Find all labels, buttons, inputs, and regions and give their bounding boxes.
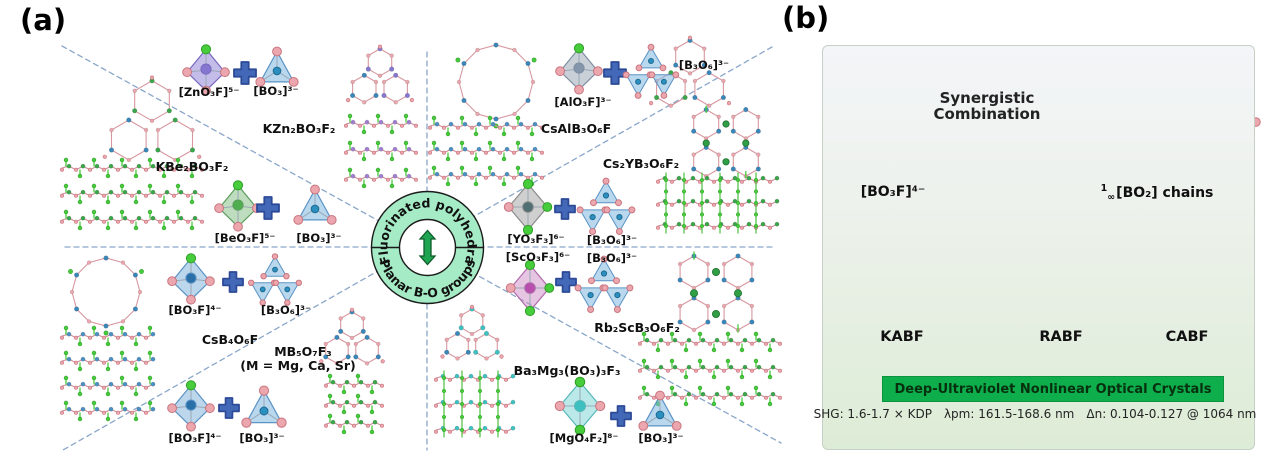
sector-divider-lines (61, 45, 782, 451)
crystal-label-cabf: CABF (1165, 329, 1209, 345)
double-arrow-icon (418, 229, 437, 266)
hub-inner-circle (398, 218, 457, 277)
crystal-structure-csb-ring (68, 255, 144, 336)
compound-kbe: KBe₂BO₃F₂ (155, 159, 229, 174)
compound-rbsc: Rb₂ScB₃O₆F₂ (594, 320, 680, 335)
octahedron-icon-y (503, 178, 553, 236)
compound-kzn: KZn₂BO₃F₂ (262, 121, 336, 136)
plus-icon (222, 271, 244, 293)
compound-bamg: Ba₃Mg₃(BO₃)₃F₃ (513, 363, 621, 378)
duv-banner: Deep-Ultraviolet Nonlinear Optical Cryst… (882, 376, 1224, 402)
crystal-structure-csy-lattice (655, 172, 780, 234)
synergy-title: Synergistic Combination (933, 89, 1041, 123)
hub-top-text: Fluorinated polyhedra (375, 195, 479, 266)
bo2-chain-label: 1∞[BO₂] chains (1100, 183, 1214, 203)
plus-icon (233, 61, 257, 85)
compound-csal: CsAlB₃O₆F (540, 121, 612, 136)
compound-mbo-note: (M = Mg, Ca, Sr) (240, 358, 356, 373)
formula-bo3f-big: [BO₃F]⁴⁻ (860, 184, 926, 200)
compound-csy: Cs₂YB₃O₆F₂ (602, 156, 680, 171)
formula-bo3f-2: [BO₃F]⁴⁻ (168, 303, 222, 317)
crystal-structure-csal-ring (455, 42, 537, 129)
crystal-structure-kzn-ring (346, 44, 415, 105)
panel-a-label: (a) (20, 3, 67, 37)
formula-bo3-1: [BO₃]³⁻ (253, 84, 299, 98)
crystal-label-kabf: KABF (880, 329, 924, 345)
plus-icon (554, 198, 576, 220)
lambda-value: λpm: 161.5-168.6 nm (943, 407, 1075, 421)
formula-b3o6-3: [B₃O₆]³⁻ (586, 251, 638, 265)
compound-csb: CsB₄O₆F (201, 332, 259, 347)
bo3-triangle-icon (293, 184, 337, 225)
formula-sco3f3: [ScO₃F₃]⁶⁻ (505, 250, 571, 264)
compound-mbo: MB₅O₇F₃ (274, 344, 332, 359)
crystal-structure-mbo-layers (323, 373, 384, 435)
panel-b-label: (b) (782, 1, 830, 35)
plus-icon (610, 405, 632, 427)
formula-mgo4f2: [MgO₄F₂]⁸⁻ (549, 431, 619, 445)
octahedron-icon-mg (554, 376, 606, 436)
hub-diagram: Fluorinated polyhedra Planar B-O groups (370, 190, 485, 305)
bo3-triangle-icon (638, 390, 682, 431)
bo3-triangle-icon (255, 46, 299, 87)
formula-bo3-3: [BO₃]³⁻ (638, 431, 684, 445)
formula-bo3-4: [BO₃]³⁻ (239, 431, 285, 445)
formula-alo3f: [AlO₃F]³⁻ (554, 95, 612, 109)
plus-icon (555, 271, 577, 293)
crystal-structure-csy-grid (691, 105, 761, 179)
hub-ring (370, 190, 485, 305)
properties-line: SHG: 1.6-1.7 × KDP λpm: 161.5-168.6 nm Δ… (810, 407, 1260, 421)
formula-zno3f: [ZnO₃F]⁵⁻ (178, 85, 240, 99)
crystal-label-rabf: RABF (1039, 329, 1083, 345)
b3o6-ring-icon (622, 43, 680, 99)
tetrahedron-icon-be (214, 180, 262, 232)
crystal-structure-rbsc-layers (637, 331, 782, 407)
bo3-triangle-icon (241, 385, 287, 428)
deltan-value: Δn: 0.104-0.127 @ 1064 nm (1086, 407, 1257, 421)
formula-beo3f: [BeO₃F]⁵⁻ (214, 231, 276, 245)
plus-icon (218, 397, 240, 419)
formula-b3o6-4: [B₃O₆]³⁻ (260, 303, 312, 317)
hub-bottom-text: Planar B-O groups (377, 257, 479, 301)
crystal-structure-csal-layers (427, 115, 544, 187)
tetrahedron-icon-b1 (167, 380, 215, 432)
crystal-structure-bamg-lattice (433, 370, 516, 438)
crystal-structure-bamg-ring (440, 304, 504, 361)
tetrahedron-icon-al (555, 43, 603, 95)
crystal-structure-csb-layers (59, 325, 156, 422)
octahedron-icon-sc (505, 259, 555, 317)
crystal-structure-kzn-layers (343, 113, 418, 189)
formula-yo3f3: [YO₃F₃]⁶⁻ (507, 232, 565, 246)
formula-b3o6-2: [B₃O₆]³⁻ (586, 233, 638, 247)
plus-icon (256, 196, 280, 220)
b3o6-ring-icon (248, 253, 302, 306)
formula-bo3f-1: [BO₃F]⁴⁻ (168, 431, 222, 445)
b3o6-ring-icon (576, 177, 636, 235)
formula-b3o6-1: [B₃O₆]³⁻ (678, 58, 730, 72)
plus-icon (603, 61, 627, 85)
shg-value: SHG: 1.6-1.7 × KDP (813, 407, 932, 421)
tetrahedron-icon-b2 (167, 253, 215, 305)
crystal-structure-rbsc-grid (677, 251, 755, 333)
formula-bo3-2: [BO₃]³⁻ (296, 231, 342, 245)
